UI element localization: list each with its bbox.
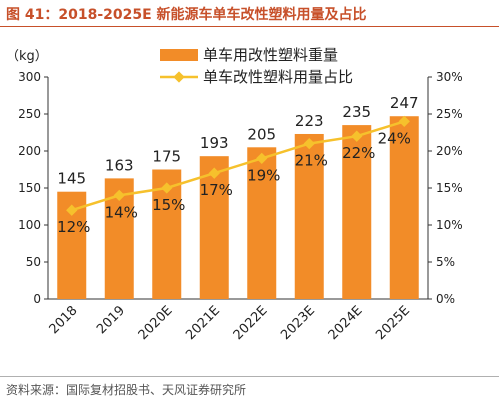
x-tick-label: 2020E bbox=[136, 303, 176, 343]
source-note: 资料来源：国际复材招股书、天风证券研究所 bbox=[6, 383, 247, 397]
bar bbox=[199, 156, 229, 299]
bar-line-chart: 0 50 100 150 200 250 300 0% 5% 10% 15% 20% 25% 30% （kg… bbox=[6, 46, 463, 343]
y-tick-label-left: 50 bbox=[26, 255, 41, 269]
bar-value-label: 145 bbox=[57, 170, 86, 188]
y-tick-label-right: 30% bbox=[436, 70, 463, 84]
line-value-label: 14% bbox=[105, 203, 138, 221]
chart-title: 图 41：2018-2025E 新能源车单车改性塑料用量及占比 bbox=[6, 7, 367, 23]
y-tick-label-right: 10% bbox=[436, 218, 463, 232]
bar-value-label: 193 bbox=[200, 134, 229, 152]
y-tick-label-right: 5% bbox=[436, 255, 455, 269]
line-value-label: 22% bbox=[342, 144, 375, 162]
line-point bbox=[256, 152, 268, 165]
x-tick-label: 2025E bbox=[373, 303, 413, 343]
y-tick-label-left: 100 bbox=[18, 218, 41, 232]
line-value-label: 12% bbox=[57, 218, 90, 236]
legend-swatch-line-marker bbox=[173, 71, 185, 83]
line-value-label: 15% bbox=[152, 196, 185, 214]
x-tick-label: 2022E bbox=[231, 303, 271, 343]
bar bbox=[247, 147, 277, 299]
line-point bbox=[161, 182, 173, 194]
legend-swatch-bar bbox=[160, 49, 198, 61]
y-tick-label-left: 250 bbox=[18, 107, 41, 121]
bar-value-label: 223 bbox=[295, 112, 324, 130]
bar bbox=[389, 116, 419, 299]
y-tick-label-left: 150 bbox=[18, 181, 41, 195]
y-tick-label-left: 200 bbox=[18, 144, 41, 158]
x-tick-label: 2018 bbox=[47, 303, 81, 337]
title-divider bbox=[0, 26, 499, 27]
legend-label-bar: 单车用改性塑料重量 bbox=[203, 46, 338, 64]
y-tick-label-right: 0% bbox=[436, 292, 455, 306]
bar-value-label: 235 bbox=[342, 103, 371, 121]
y-tick-label-left: 0 bbox=[33, 292, 41, 306]
x-tick-label: 2019 bbox=[94, 303, 128, 337]
x-tick-label: 2024E bbox=[326, 303, 366, 343]
y-tick-label-right: 25% bbox=[436, 107, 463, 121]
line-point bbox=[303, 137, 315, 150]
x-tick-label: 2021E bbox=[183, 303, 223, 343]
line-value-label: 24% bbox=[378, 129, 411, 147]
x-tick-label: 2023E bbox=[278, 303, 318, 343]
line-point bbox=[208, 167, 220, 179]
line-value-label: 19% bbox=[247, 166, 280, 184]
line-value-label: 17% bbox=[200, 181, 233, 199]
bar bbox=[342, 125, 372, 299]
bar-value-label: 247 bbox=[390, 94, 419, 112]
bar-value-label: 205 bbox=[247, 125, 276, 143]
line-point bbox=[351, 130, 363, 142]
bar-value-label: 163 bbox=[105, 156, 134, 174]
y-tick-label-right: 20% bbox=[436, 144, 463, 158]
line-value-label: 21% bbox=[295, 152, 328, 170]
legend-label-line: 单车改性塑料用量占比 bbox=[203, 68, 353, 86]
bar-value-label: 175 bbox=[152, 148, 181, 166]
bar bbox=[294, 133, 324, 299]
y-tick-label-right: 15% bbox=[436, 181, 463, 195]
percentage-line bbox=[71, 120, 405, 212]
footer-divider bbox=[0, 376, 499, 377]
y-axis-unit-label: （kg） bbox=[6, 49, 48, 64]
y-tick-label-left: 300 bbox=[18, 70, 41, 84]
